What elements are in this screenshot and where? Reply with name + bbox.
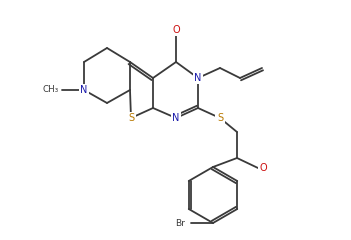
Text: S: S (128, 113, 134, 123)
Text: CH₃: CH₃ (43, 85, 59, 95)
Text: N: N (172, 113, 180, 123)
Text: Br: Br (175, 218, 185, 228)
Text: O: O (172, 25, 180, 35)
Text: N: N (80, 85, 88, 95)
Text: O: O (259, 163, 267, 173)
Text: N: N (194, 73, 202, 83)
Text: S: S (217, 113, 223, 123)
